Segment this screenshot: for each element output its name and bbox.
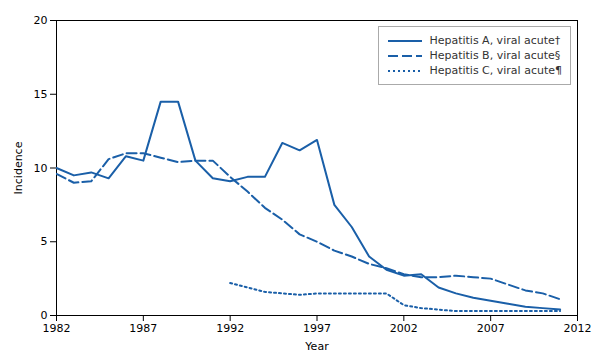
html-text:Hepatitis C, viral acute¶: Hepatitis C, viral acute¶ bbox=[429, 64, 562, 77]
svg-text:1992: 1992 bbox=[216, 322, 244, 335]
svg-text:0: 0 bbox=[41, 309, 48, 322]
svg-text:Year: Year bbox=[304, 340, 329, 353]
svg-text:10: 10 bbox=[34, 162, 48, 175]
svg-text:1987: 1987 bbox=[129, 322, 157, 335]
svg-text:2002: 2002 bbox=[390, 322, 418, 335]
svg-text:1997: 1997 bbox=[303, 322, 331, 335]
svg-text:2007: 2007 bbox=[477, 322, 505, 335]
svg-text:5: 5 bbox=[41, 235, 48, 248]
svg-text:15: 15 bbox=[34, 88, 48, 101]
svg-text:2012: 2012 bbox=[564, 322, 592, 335]
html-text:Hepatitis A, viral acute†: Hepatitis A, viral acute† bbox=[429, 34, 561, 47]
svg-text:Incidence: Incidence bbox=[12, 141, 25, 194]
html-text:Hepatitis B, viral acute§: Hepatitis B, viral acute§ bbox=[429, 49, 561, 62]
svg-text:20: 20 bbox=[34, 14, 48, 27]
svg-text:1982: 1982 bbox=[43, 322, 71, 335]
